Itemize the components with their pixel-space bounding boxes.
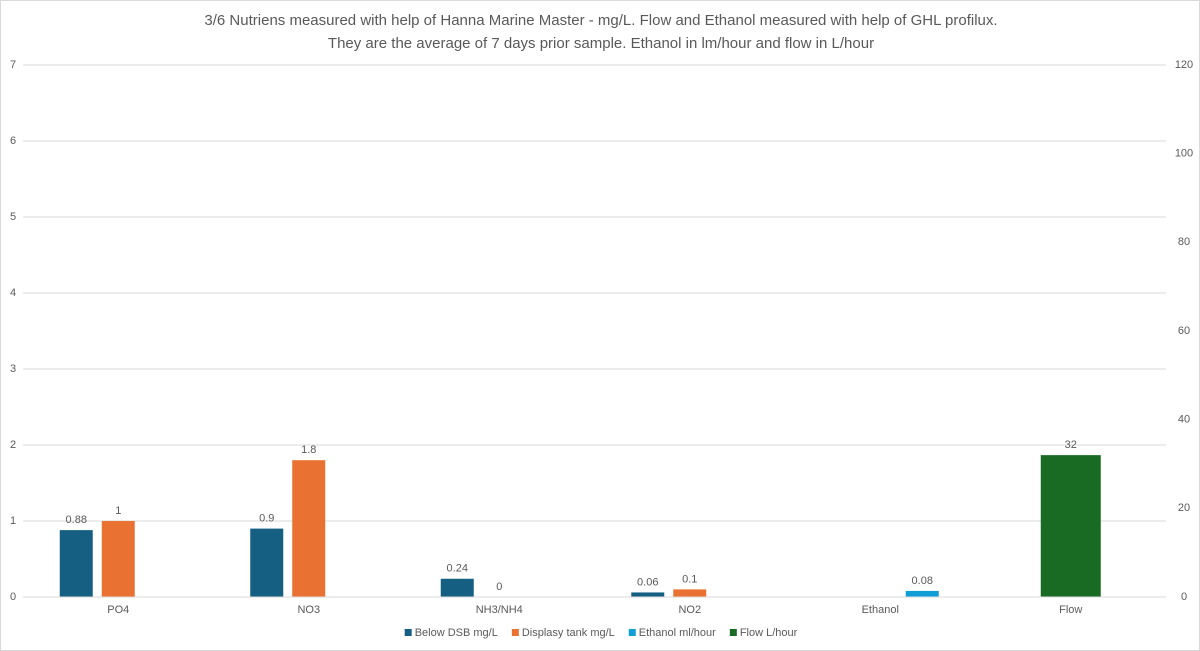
bar xyxy=(631,592,665,597)
data-label: 0.08 xyxy=(912,575,933,587)
y2-tick-label: 100 xyxy=(1175,148,1193,160)
bar xyxy=(1040,455,1101,597)
x-tick-label: PO4 xyxy=(107,604,129,616)
legend-swatch xyxy=(628,629,636,636)
y2-tick-label: 80 xyxy=(1178,236,1190,248)
y-tick-label: 4 xyxy=(10,287,16,299)
chart-title: 3/6 Nutriens measured with help of Hanna… xyxy=(204,12,998,52)
bar xyxy=(292,460,326,597)
bar xyxy=(440,578,474,597)
bar xyxy=(101,521,135,597)
y2-tick-label: 40 xyxy=(1178,414,1190,426)
legend-label: Flow L/hour xyxy=(740,627,798,639)
data-label: 0.1 xyxy=(682,573,697,585)
y-tick-label: 2 xyxy=(10,439,16,451)
data-label: 0.88 xyxy=(66,514,87,526)
y2-tick-label: 120 xyxy=(1175,59,1193,71)
y-tick-label: 5 xyxy=(10,211,16,223)
data-label: 1 xyxy=(115,505,121,517)
y-tick-label: 6 xyxy=(10,135,16,147)
y2-tick-label: 20 xyxy=(1178,502,1190,514)
legend-label: Below DSB mg/L xyxy=(415,627,498,639)
y2-tick-label: 60 xyxy=(1178,325,1190,337)
x-tick-label: NO2 xyxy=(678,604,701,616)
data-label: 32 xyxy=(1065,439,1077,451)
x-tick-label: Flow xyxy=(1059,604,1082,616)
legend-swatch xyxy=(511,629,519,636)
y-tick-label: 1 xyxy=(10,515,16,527)
y-tick-label: 0 xyxy=(10,591,16,603)
y-tick-label: 7 xyxy=(10,59,16,71)
legend-label: Ethanol ml/hour xyxy=(639,627,716,639)
bar xyxy=(905,590,939,597)
legend-label: Displasy tank mg/L xyxy=(522,627,615,639)
bar xyxy=(250,528,284,597)
bar xyxy=(673,589,707,597)
data-label: 0.9 xyxy=(259,513,274,525)
data-label: 1.8 xyxy=(301,444,316,456)
y2-tick-label: 0 xyxy=(1181,591,1187,603)
bar xyxy=(59,530,93,597)
data-label: 0 xyxy=(496,581,502,593)
data-label: 0.24 xyxy=(447,563,468,575)
y-tick-label: 3 xyxy=(10,363,16,375)
legend-swatch xyxy=(404,629,412,636)
legend-swatch xyxy=(729,629,737,636)
x-tick-label: NO3 xyxy=(297,604,320,616)
x-tick-label: Ethanol xyxy=(862,604,899,616)
x-tick-label: NH3/NH4 xyxy=(476,604,523,616)
data-label: 0.06 xyxy=(637,576,658,588)
